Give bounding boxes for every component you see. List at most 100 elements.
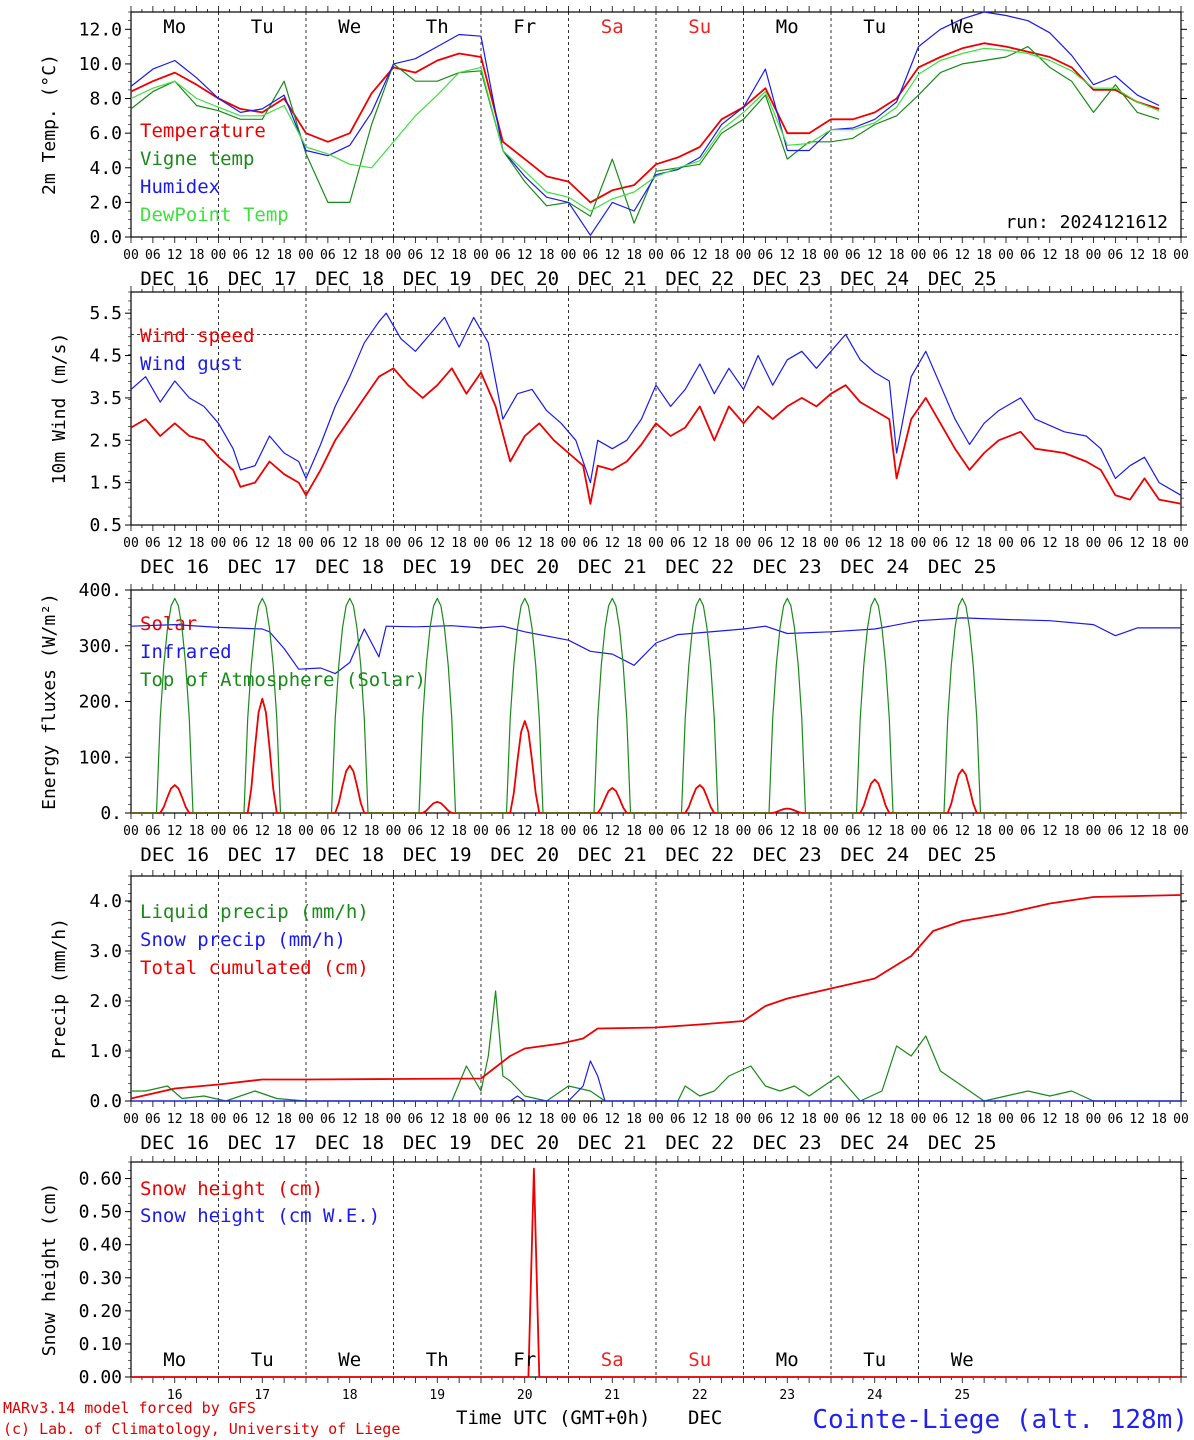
hour-tick-label: 00 <box>298 248 314 263</box>
hour-tick-label: 06 <box>583 536 599 551</box>
weekday-label: Sa <box>601 1349 624 1371</box>
hour-tick-label: 06 <box>583 824 599 839</box>
hour-tick-label: 12 <box>429 248 445 263</box>
y-tick-label: 400. <box>79 580 122 601</box>
y-tick-label: 4.0 <box>89 891 122 912</box>
series-wind-gust <box>130 312 1182 496</box>
legend-entry: Total cumulated (cm) <box>140 957 369 979</box>
date-label: DEC 19 <box>403 844 472 866</box>
hour-tick-label: 00 <box>823 824 839 839</box>
hour-tick-label: 06 <box>670 536 686 551</box>
hour-tick-label: 18 <box>539 824 555 839</box>
hour-tick-label: 00 <box>1086 248 1102 263</box>
hour-tick-label: 06 <box>320 824 336 839</box>
day-number-label: 21 <box>604 1388 620 1403</box>
legend-entry: Humidex <box>140 176 220 198</box>
weekday-label: Tu <box>251 1349 274 1371</box>
y-tick-label: 3.5 <box>89 388 122 409</box>
hour-tick-label: 00 <box>561 536 577 551</box>
hour-tick-label: 00 <box>473 824 489 839</box>
y-tick-label: 12.0 <box>79 19 122 40</box>
hour-tick-label: 12 <box>167 1112 183 1127</box>
hour-tick-label: 00 <box>211 248 227 263</box>
series-total-cumulated-cm- <box>130 894 1182 1100</box>
date-label: DEC 23 <box>753 556 822 578</box>
y-tick-label: 1.5 <box>89 473 122 494</box>
hour-tick-label: 18 <box>451 536 467 551</box>
hour-tick-label: 12 <box>254 1112 270 1127</box>
date-label: DEC 23 <box>753 1132 822 1154</box>
hour-tick-label: 00 <box>911 1112 927 1127</box>
y-tick-label: 0.10 <box>79 1334 122 1355</box>
date-label: DEC 18 <box>315 844 384 866</box>
hour-tick-label: 00 <box>298 1112 314 1127</box>
date-label: DEC 16 <box>140 268 209 290</box>
hour-tick-label: 06 <box>408 536 424 551</box>
weekday-label: Tu <box>863 16 886 38</box>
hour-tick-label: 06 <box>1108 1112 1124 1127</box>
hour-tick-label: 12 <box>1042 824 1058 839</box>
hour-tick-label: 12 <box>867 824 883 839</box>
hour-tick-label: 06 <box>233 1112 249 1127</box>
weekday-label: Th <box>426 16 449 38</box>
hour-tick-label: 00 <box>561 824 577 839</box>
hour-tick-label: 06 <box>583 1112 599 1127</box>
y-tick-label: 8.0 <box>89 89 122 110</box>
hour-tick-label: 12 <box>517 824 533 839</box>
hour-tick-label: 00 <box>648 824 664 839</box>
hour-tick-label: 00 <box>386 1112 402 1127</box>
hour-tick-label: 06 <box>145 536 161 551</box>
hour-tick-label: 18 <box>364 824 380 839</box>
hour-tick-label: 06 <box>933 824 949 839</box>
y-tick-label: 0.50 <box>79 1202 122 1223</box>
hour-tick-label: 12 <box>779 824 795 839</box>
y-tick-label: 200. <box>79 692 122 713</box>
hour-tick-label: 18 <box>189 536 205 551</box>
y-tick-label: 0.40 <box>79 1235 122 1256</box>
hour-tick-label: 18 <box>451 824 467 839</box>
hour-tick-label: 18 <box>189 1112 205 1127</box>
hour-tick-label: 00 <box>648 536 664 551</box>
series-humidex <box>130 11 1160 236</box>
hour-tick-label: 06 <box>670 824 686 839</box>
y-tick-label: 2.0 <box>89 192 122 213</box>
hour-tick-label: 00 <box>736 536 752 551</box>
hour-tick-label: 06 <box>1020 1112 1036 1127</box>
hour-tick-label: 18 <box>451 248 467 263</box>
weekday-label: Sa <box>601 16 624 38</box>
hour-tick-label: 06 <box>758 248 774 263</box>
hour-tick-label: 06 <box>233 536 249 551</box>
legend-entry: Infrared <box>140 641 232 663</box>
series-dewpoint-temp <box>130 47 1160 212</box>
date-label: DEC 25 <box>928 556 997 578</box>
hour-tick-label: 00 <box>736 248 752 263</box>
y-tick-label: 0.30 <box>79 1268 122 1289</box>
date-label: DEC 19 <box>403 1132 472 1154</box>
series-infrared <box>130 617 1181 675</box>
hour-tick-label: 12 <box>779 536 795 551</box>
hour-tick-label: 18 <box>801 1112 817 1127</box>
hour-tick-label: 18 <box>364 1112 380 1127</box>
weekday-label: We <box>951 16 974 38</box>
legend-entry: Snow precip (mm/h) <box>140 929 346 951</box>
hour-tick-label: 18 <box>714 824 730 839</box>
weekday-label: We <box>338 16 361 38</box>
hour-tick-label: 18 <box>626 1112 642 1127</box>
hour-tick-label: 18 <box>539 536 555 551</box>
date-label: DEC 19 <box>403 268 472 290</box>
date-label: DEC 17 <box>228 268 297 290</box>
hour-tick-label: 00 <box>123 1112 139 1127</box>
hour-tick-label: 00 <box>1086 536 1102 551</box>
hour-tick-label: 06 <box>320 248 336 263</box>
hour-tick-label: 00 <box>211 536 227 551</box>
hour-tick-label: 12 <box>1042 536 1058 551</box>
run-label: run: 2024121612 <box>1005 212 1168 233</box>
weekday-label: Fr <box>513 1349 536 1371</box>
date-label: DEC 25 <box>928 844 997 866</box>
day-number-label: 16 <box>167 1388 183 1403</box>
date-label: DEC 18 <box>315 268 384 290</box>
hour-tick-label: 06 <box>670 248 686 263</box>
hour-tick-label: 06 <box>583 248 599 263</box>
hour-tick-label: 18 <box>276 248 292 263</box>
